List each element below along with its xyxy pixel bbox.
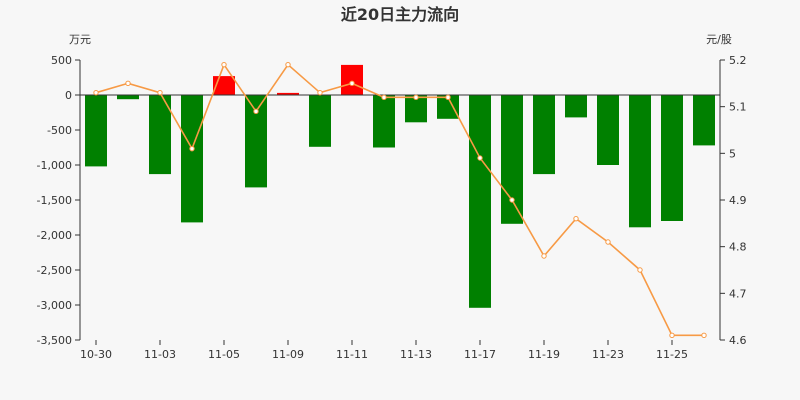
left-axis-tick-label: -1,500 [37,194,72,207]
right-axis-tick-label: 4.9 [729,194,747,207]
x-axis-tick-label: 11-25 [656,348,688,361]
right-axis-unit: 元/股 [706,33,732,46]
left-axis-tick-label: -3,000 [37,299,72,312]
flow-bar [277,92,299,95]
flow-bar [405,95,427,123]
axes: 500 0 -500 -1,000 -1,500 -2,000 -2,500 -3,000 -3… [37,54,747,361]
x-axis-tick-label: 11-11 [336,348,368,361]
bar-series [85,64,715,308]
price-point [669,332,675,339]
left-axis-tick-label: 0 [65,89,72,102]
price-point [445,94,451,101]
price-point [93,89,99,96]
left-axis-tick-label: -3,500 [37,334,72,347]
flow-bar [181,95,203,223]
x-axis-tick-label: 11-13 [400,348,432,361]
price-point [605,239,611,245]
right-axis-tick-label: 4.6 [729,334,747,347]
x-axis-tick-label: 11-17 [464,348,496,361]
x-axis-tick-label: 11-23 [592,348,624,361]
price-point [285,61,291,68]
left-axis-tick-label: -1,000 [37,159,72,172]
price-point [541,253,547,259]
flow-bar [117,95,139,100]
right-axis-tick-label: 4.7 [729,287,747,300]
x-axis-tick-label: 11-19 [528,348,560,361]
x-axis-tick-label: 10-30 [80,348,112,361]
price-point [189,145,195,152]
right-axis-tick-label: 5.2 [729,54,747,67]
price-point [413,94,419,101]
price-point [477,155,483,161]
price-point [349,80,355,87]
x-axis-tick-label: 11-09 [272,348,304,361]
right-axis-tick-label: 5.1 [729,101,747,114]
flow-bar [629,95,651,228]
x-axis-tick-label: 11-03 [144,348,176,361]
left-axis-tick-label: -500 [47,124,72,137]
chart-title: 近20日主力流向 [341,5,459,24]
price-point [317,89,323,96]
price-point [381,94,387,101]
left-axis-tick-label: -2,000 [37,229,72,242]
price-point [637,267,643,273]
price-point [573,215,579,222]
flow-bar [565,95,587,118]
flow-bar [309,95,331,147]
price-point [125,80,131,87]
flow-bar [693,95,715,146]
flow-bar [149,95,171,175]
price-point [157,89,163,96]
right-axis-tick-label: 5 [729,147,736,160]
flow-bar [661,95,683,221]
left-axis-unit: 万元 [69,33,91,46]
flow-bar [341,64,363,95]
flow-bar [469,95,491,308]
flow-bar [533,95,555,175]
price-line-series [93,61,707,339]
flow-bar [597,95,619,165]
price-line [95,62,704,337]
right-axis-tick-label: 4.8 [729,241,747,254]
price-point [253,108,259,115]
x-axis-tick-label: 11-05 [208,348,240,361]
left-axis-tick-label: 500 [51,54,72,67]
price-point [701,332,707,339]
flow-bar [85,95,107,167]
price-point [509,197,515,203]
flow-bar [245,95,267,188]
left-axis-tick-label: -2,500 [37,264,72,277]
flow-bar [437,95,459,119]
price-point [221,61,227,68]
flow-bar [501,95,523,224]
flow-bar [373,95,395,148]
